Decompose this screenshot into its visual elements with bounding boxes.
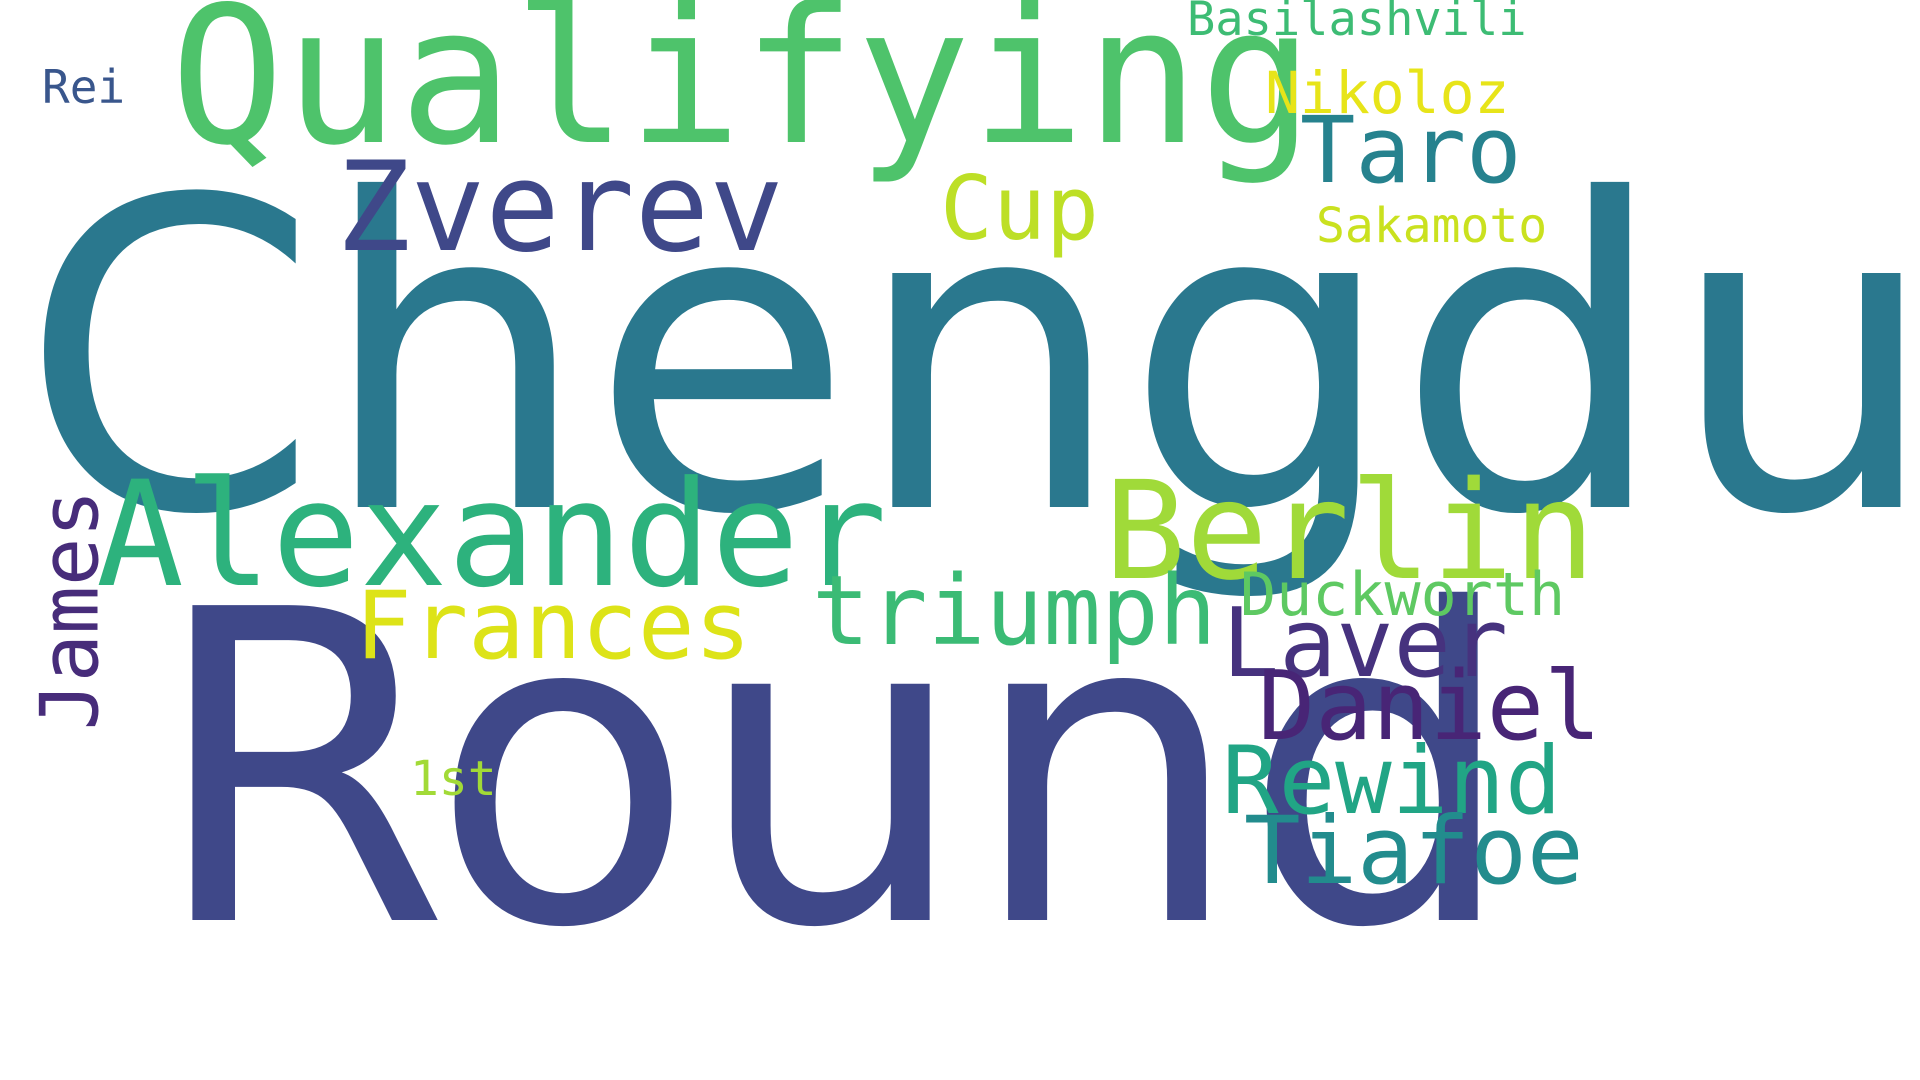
word-basilashvili: Basilashvili: [1187, 0, 1527, 47]
word-round: Round: [150, 519, 1517, 1022]
word-sakamoto: Sakamoto: [1316, 198, 1548, 254]
word-rei: Rei: [42, 60, 126, 114]
word-rewind: Rewind: [1222, 727, 1562, 836]
word-triumph: triumph: [812, 555, 1217, 667]
word-cup: Cup: [940, 157, 1099, 260]
word-qualifying: Qualifying: [170, 0, 1314, 187]
word-tiafoe: Tiafoe: [1244, 797, 1584, 906]
word-alexander: Alexander: [96, 450, 888, 620]
word-frances: Frances: [355, 572, 752, 681]
word-laver: Laver: [1222, 589, 1508, 699]
word-1st: 1st: [410, 751, 497, 807]
word-taro: Taro: [1300, 97, 1522, 204]
word-duckworth: Duckworth: [1240, 560, 1566, 630]
word-berlin: Berlin: [1104, 453, 1596, 611]
word-chengdu: Chengdu: [20, 110, 1920, 608]
word-zverev: Zverev: [336, 136, 784, 280]
word-james: James: [23, 489, 117, 731]
word-daniel: Daniel: [1258, 652, 1602, 762]
word-nikoloz: Nikoloz: [1265, 59, 1510, 127]
